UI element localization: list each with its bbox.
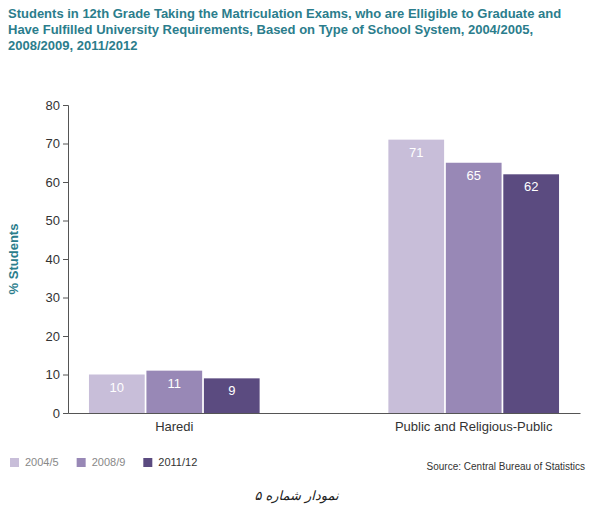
y-tick-mark [63,144,68,145]
legend-label: 2011/12 [158,456,197,468]
y-tick-label: 50 [46,213,60,228]
bars [89,140,559,413]
legend-swatch [77,458,86,467]
y-tick: 40 [46,252,68,267]
y-tick: 30 [46,290,68,305]
y-tick: 70 [46,136,68,151]
y-tick: 0 [53,406,68,421]
legend-label: 2008/9 [92,456,126,468]
data-labels: 10 71 11 65 9 62 [110,145,539,399]
legend-swatch [10,458,19,467]
x-axis-line [69,413,581,414]
bar [89,375,145,414]
y-tick-label: 80 [46,98,60,113]
bar [388,140,444,413]
legend: 2004/5 2008/9 2011/12 [10,456,197,468]
y-tick-mark [63,105,68,106]
y-tick-mark [63,259,68,260]
chart: Students in 12th Grade Taking the Matric… [0,0,593,518]
source: Source: Central Bureau of Statistics [427,461,585,472]
legend-item: 2011/12 [143,456,197,468]
bar [204,378,260,413]
y-tick-label: 0 [53,406,60,421]
y-tick-label: 60 [46,175,60,190]
title-group: Students in 12th Grade Taking the Matric… [8,6,561,53]
y-tick-label: 70 [46,136,60,151]
y-tick: 20 [46,329,68,344]
bar [146,371,202,413]
y-tick-label: 20 [46,329,60,344]
y-axis-title: % Students [6,224,21,295]
y-tick-label: 30 [46,290,60,305]
legend-label: 2004/5 [25,456,59,468]
data-label: 9 [228,383,235,398]
y-tick-mark [63,336,68,337]
title: Students in 12th Grade Taking the Matric… [8,6,561,53]
caption: نمودار شماره ۵ [254,488,339,504]
bar [503,174,559,413]
x-tick: Public and Religious-Public [395,419,553,434]
y-axis: 0 10 20 30 40 50 60 70 80 [46,98,69,421]
y-tick: 10 [46,367,68,382]
data-label: 71 [409,145,423,160]
y-tick-mark [63,298,68,299]
y-tick-label: 10 [46,367,60,382]
x-tick-label: Haredi [155,419,193,434]
data-label: 10 [110,380,124,395]
y-tick-mark [63,413,68,414]
bar [446,163,502,413]
legend-swatch [143,458,152,467]
y-tick-mark [63,221,68,222]
x-axis: Haredi Public and Religious-Public [69,414,581,435]
data-label: 11 [168,376,182,391]
y-tick-mark [63,182,68,183]
x-tick-label: Public and Religious-Public [395,419,553,434]
legend-item: 2008/9 [77,456,126,468]
y-tick: 50 [46,213,68,228]
data-label: 62 [524,179,538,194]
y-axis-line [63,106,69,414]
y-tick-mark [63,375,68,376]
y-tick: 80 [46,98,68,113]
legend-item: 2004/5 [10,456,59,468]
x-tick: Haredi [155,419,193,434]
y-tick: 60 [46,175,68,190]
data-label: 65 [466,168,480,183]
y-tick-label: 40 [46,252,60,267]
